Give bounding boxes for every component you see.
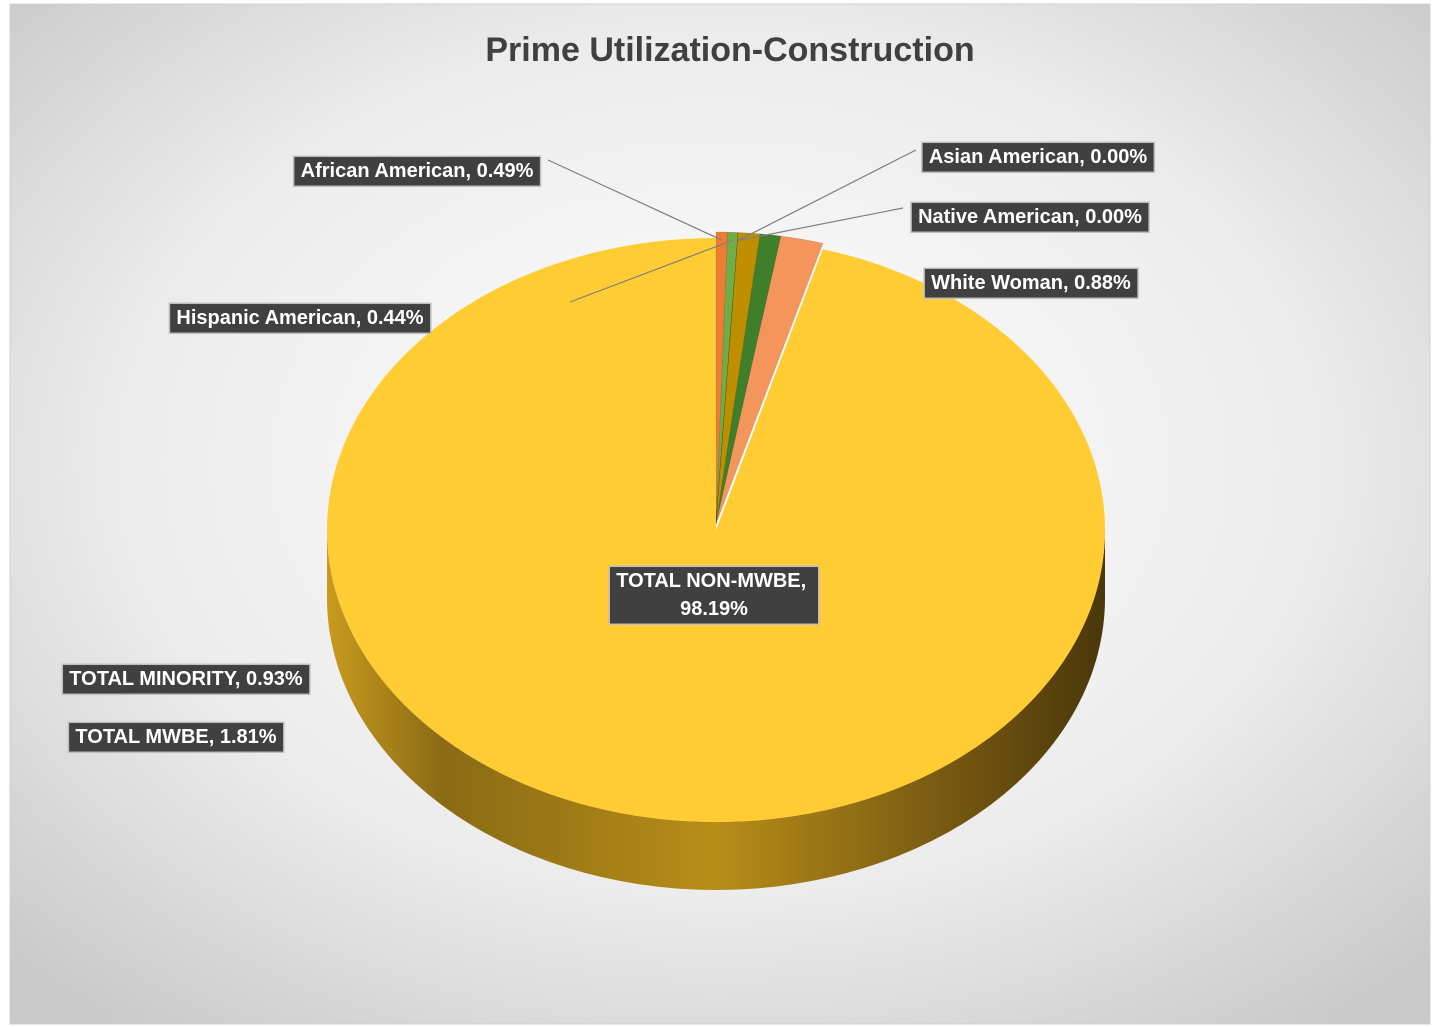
data-label-text: White Woman, 0.88% xyxy=(931,272,1131,294)
pie-slice xyxy=(715,233,782,525)
data-label-box xyxy=(608,565,820,626)
label-value: 0.88% xyxy=(1074,272,1131,294)
data-label-box xyxy=(923,267,1139,300)
data-label-box xyxy=(67,721,285,754)
label-category: TOTAL NON-MWBE xyxy=(616,570,800,592)
label-separator: , xyxy=(1063,272,1074,294)
data-label: TOTAL MWBE, 1.81% xyxy=(67,721,285,754)
leader-line xyxy=(737,149,917,242)
label-value: 98.19% xyxy=(680,598,748,620)
label-category: Asian American xyxy=(929,146,1079,168)
label-value: 1.81% xyxy=(220,726,277,748)
pie-slice xyxy=(715,235,824,525)
data-label-text: TOTAL NON-MWBE, 98.19% xyxy=(616,570,812,620)
data-label-box xyxy=(921,141,1156,174)
leader-line xyxy=(547,159,723,241)
label-category: TOTAL MINORITY xyxy=(69,668,237,690)
label-category: Hispanic American xyxy=(176,307,355,329)
data-label: Hispanic American, 0.44% xyxy=(168,302,432,335)
label-category: White Woman xyxy=(931,272,1063,294)
data-label: Native American, 0.00% xyxy=(910,201,1150,234)
chart-title: Prime Utilization-Construction xyxy=(485,31,974,69)
data-label-text: TOTAL MINORITY, 0.93% xyxy=(69,668,303,690)
data-label-box xyxy=(292,155,542,188)
data-label-text: TOTAL MWBE, 1.81% xyxy=(75,726,276,748)
data-label: TOTAL MINORITY, 0.93% xyxy=(61,663,311,696)
data-label-box xyxy=(910,201,1150,234)
data-label: Asian American, 0.00% xyxy=(921,141,1156,174)
data-label: White Woman, 0.88% xyxy=(923,267,1139,300)
label-value: 0.00% xyxy=(1085,206,1142,228)
label-category: African American xyxy=(301,160,466,182)
label-value: 0.44% xyxy=(367,307,424,329)
label-separator: , xyxy=(1079,146,1090,168)
pie-slice xyxy=(715,231,728,525)
leader-line xyxy=(569,239,734,303)
data-label-box xyxy=(61,663,311,696)
label-separator: , xyxy=(801,570,812,592)
label-category: TOTAL MWBE xyxy=(75,726,208,748)
pie-slice-side xyxy=(327,530,1105,890)
label-separator: , xyxy=(466,160,477,182)
data-label-text: Asian American, 0.00% xyxy=(929,146,1147,168)
data-label-text: Hispanic American, 0.44% xyxy=(176,307,423,329)
label-value: 0.93% xyxy=(246,668,303,690)
data-label: African American, 0.49% xyxy=(292,155,542,188)
label-separator: , xyxy=(1074,206,1085,228)
data-label-text: Native American, 0.00% xyxy=(918,206,1142,228)
data-label-box xyxy=(168,302,432,335)
label-separator: , xyxy=(235,668,246,690)
pie-slice xyxy=(715,232,761,525)
data-label: TOTAL NON-MWBE, 98.19% xyxy=(608,565,820,626)
label-separator: , xyxy=(209,726,220,748)
leader-line xyxy=(737,207,904,242)
pie-slice xyxy=(327,238,1106,822)
pie xyxy=(327,231,1106,890)
pie-slice xyxy=(715,231,739,525)
label-category: Native American xyxy=(918,206,1074,228)
data-label-text: African American, 0.49% xyxy=(301,160,534,182)
label-value: 0.00% xyxy=(1090,146,1147,168)
label-separator: , xyxy=(356,307,367,329)
label-value: 0.49% xyxy=(477,160,534,182)
labels: African American, 0.49% Hispanic American… xyxy=(61,141,1156,754)
